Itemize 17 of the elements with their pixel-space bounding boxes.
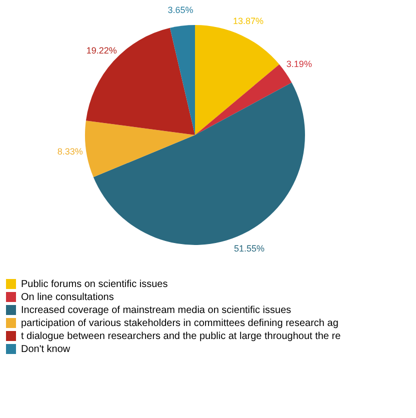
legend-label: Public forums on scientific issues <box>21 279 168 290</box>
legend-label: On line consultations <box>21 292 114 303</box>
data-label: 19.22% <box>86 45 117 56</box>
data-label: 3.65% <box>168 4 194 15</box>
legend-label: Don't know <box>21 344 71 355</box>
data-label: 13.87% <box>233 16 264 26</box>
pie-slice <box>170 25 195 135</box>
legend-label: t dialogue between researchers and the public at large throughout the re <box>21 331 342 342</box>
data-label: 8.33% <box>57 146 83 156</box>
pie-slice <box>86 28 195 135</box>
pie-slice <box>195 25 280 135</box>
pie-slice <box>85 120 195 178</box>
legend-label: participation of various stakeholders in committees defining research ag <box>21 318 338 329</box>
legend-label: Increased coverage of mainstream media on scientific issues <box>21 305 292 316</box>
data-label: 3.19% <box>286 59 312 70</box>
pie-slice <box>93 82 305 245</box>
data-label: 51.55% <box>234 244 265 254</box>
